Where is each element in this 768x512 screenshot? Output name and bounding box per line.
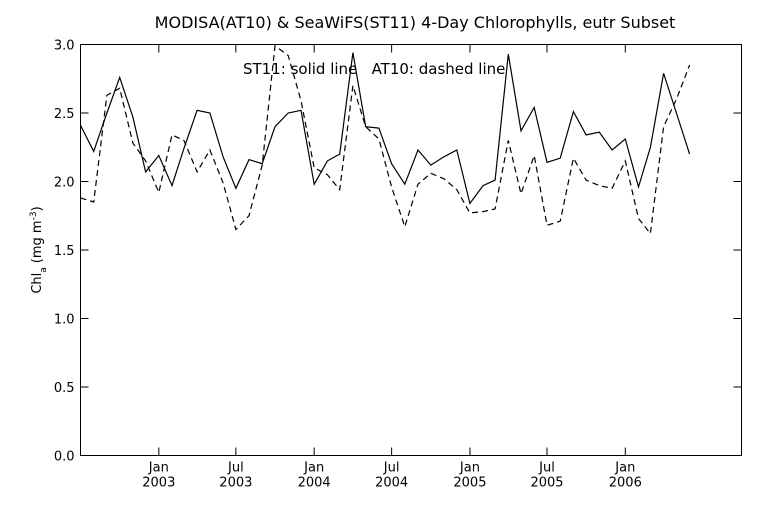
x-tick-month-label: Jan: [303, 461, 324, 476]
y-tick-label: 1.0: [54, 313, 75, 328]
x-axis-ticks: Jan2003Jul2003Jan2004Jul2004Jan2005Jul20…: [142, 44, 642, 491]
x-tick-month-label: Jul: [383, 461, 400, 476]
y-tick-label: 1.5: [54, 244, 75, 259]
x-tick-month-label: Jan: [614, 461, 635, 476]
x-tick-year-label: 2004: [375, 476, 408, 491]
x-tick-month-label: Jul: [538, 461, 555, 476]
data-series: [79, 44, 691, 236]
y-tick-label: 0.0: [54, 450, 75, 465]
series-line-at10: [80, 44, 691, 236]
y-tick-label: 2.5: [54, 107, 75, 122]
x-tick-year-label: 2005: [530, 476, 563, 491]
series-line-st11: [79, 52, 691, 205]
chart-title: MODISA(AT10) & SeaWiFS(ST11) 4-Day Chlor…: [155, 13, 676, 32]
x-tick-month-label: Jul: [227, 461, 244, 476]
x-tick-year-label: 2004: [298, 476, 331, 491]
x-tick-month-label: Jan: [148, 461, 169, 476]
x-tick-year-label: 2003: [219, 476, 252, 491]
x-tick-year-label: 2003: [142, 476, 175, 491]
x-tick-month-label: Jan: [459, 461, 480, 476]
x-tick-year-label: 2006: [609, 476, 642, 491]
legend-annotation: ST11: solid line AT10: dashed line: [243, 60, 505, 78]
x-tick-year-label: 2005: [453, 476, 486, 491]
y-axis-label: Chla(mg m-3): [29, 206, 49, 293]
plot-frame: [80, 44, 742, 456]
y-tick-label: 3.0: [54, 39, 75, 54]
y-tick-label: 2.0: [54, 176, 75, 191]
y-tick-label: 0.5: [54, 381, 75, 396]
y-axis-ticks: 0.0 0.5 1.0 1.5 2.0 2.5 3.0: [54, 39, 742, 465]
